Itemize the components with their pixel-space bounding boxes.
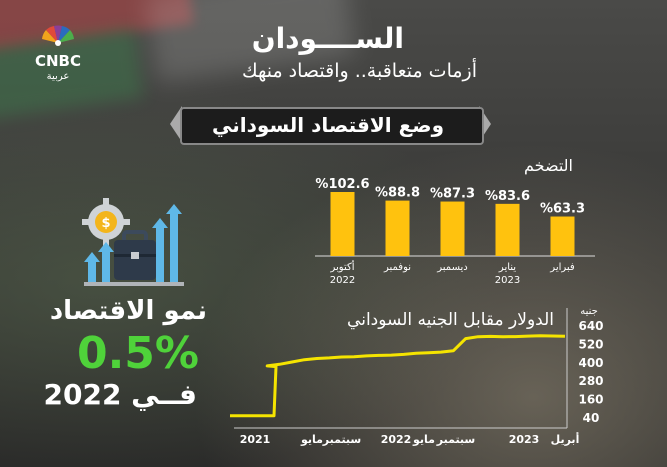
gear-dollar-icon: $ xyxy=(82,198,130,246)
bar-value-label: %87.3 xyxy=(430,187,475,202)
section-header: وضع الاقتصاد السوداني xyxy=(180,107,484,145)
inflation-bar-chart: %102.6 أكتوبر 2022 %88.8 نوفمبر %87.3 ديسمبر %8… xyxy=(315,177,595,286)
bar-value-label: %63.3 xyxy=(540,202,585,217)
y-unit-label: جنيه xyxy=(580,306,598,317)
briefcase-icon xyxy=(114,230,156,280)
x-tick-label: أبريل xyxy=(551,432,580,446)
x-tick-label: سبتمبر xyxy=(322,433,362,446)
growth-year: فــي 2022 xyxy=(43,378,198,411)
logo-subtext: عربية xyxy=(47,71,70,82)
y-tick-label: 280 xyxy=(578,374,603,388)
bar-category-label: ديسمبر xyxy=(436,262,467,273)
x-tick-label: سبتمبر xyxy=(436,433,476,446)
y-tick-label: 640 xyxy=(578,319,603,333)
x-tick-label: 2021 xyxy=(240,433,271,446)
x-tick-label: 2022 xyxy=(381,433,412,446)
y-tick-label: 520 xyxy=(578,337,603,351)
bar-category-label: أكتوبر xyxy=(329,260,354,273)
peacock-icon xyxy=(42,25,74,46)
bar-value-label: %88.8 xyxy=(375,186,420,201)
chevron-left-icon xyxy=(170,106,182,142)
y-tick-label: 40 xyxy=(583,411,600,425)
bar-value-label: %102.6 xyxy=(315,177,369,192)
economy-illustration: $ xyxy=(82,198,184,286)
growth-label: نمو الاقتصاد xyxy=(49,296,207,326)
usd-chart-title: الدولار مقابل الجنيه السوداني xyxy=(347,310,554,330)
svg-text:$: $ xyxy=(101,216,110,231)
bar-category-label: 2023 xyxy=(495,275,520,286)
growth-arrows-icon xyxy=(84,204,182,282)
section-title: وضع الاقتصاد السوداني xyxy=(212,113,444,137)
x-tick-label: 2023 xyxy=(509,433,540,446)
inflation-chart-title: التضخم xyxy=(524,156,573,175)
bar-category-label: 2022 xyxy=(330,275,355,286)
bar-category-label: نوفمبر xyxy=(383,262,411,273)
bar-category-label: يناير xyxy=(498,262,516,273)
x-tick-label: مايو xyxy=(300,433,323,446)
y-tick-label: 160 xyxy=(578,393,603,407)
growth-value: 0.5% xyxy=(76,328,199,379)
bar-value-label: %83.6 xyxy=(485,189,530,204)
inflation-bar xyxy=(385,200,410,256)
inflation-bar xyxy=(495,203,520,256)
page-subtitle: أزمات متعاقبة.. واقتصاد منهك xyxy=(241,60,477,82)
inflation-bar xyxy=(440,201,465,256)
inflation-bar xyxy=(330,192,355,256)
inflation-bar xyxy=(550,216,575,256)
y-tick-label: 400 xyxy=(578,356,603,370)
page-title: الســــودان xyxy=(251,22,404,55)
cnbc-logo: CNBC عربية xyxy=(35,25,81,82)
bar-category-label: فبراير xyxy=(549,262,575,273)
logo-text: CNBC xyxy=(35,52,81,70)
x-tick-label: مايو xyxy=(412,433,435,446)
usd-rate-line xyxy=(230,334,566,418)
icon-base xyxy=(84,282,184,286)
